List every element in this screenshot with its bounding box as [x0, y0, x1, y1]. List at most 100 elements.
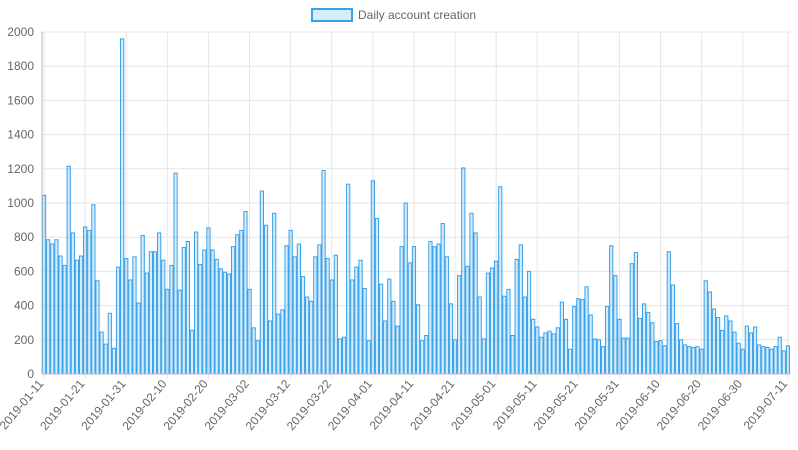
bar[interactable] — [346, 183, 351, 375]
bar[interactable] — [111, 347, 117, 375]
bar[interactable] — [152, 251, 158, 375]
bar[interactable] — [157, 232, 162, 375]
bar[interactable] — [510, 335, 515, 375]
bar[interactable] — [428, 240, 433, 375]
bar[interactable] — [304, 296, 310, 375]
bar[interactable] — [687, 346, 692, 375]
bar[interactable] — [226, 273, 232, 375]
bar[interactable] — [485, 272, 491, 375]
bar[interactable] — [169, 264, 174, 375]
bar[interactable] — [757, 344, 762, 375]
bar[interactable] — [239, 229, 244, 375]
bar[interactable] — [670, 284, 675, 375]
bar[interactable] — [78, 255, 84, 375]
bar[interactable] — [95, 280, 100, 375]
bar[interactable] — [568, 348, 573, 375]
bar[interactable] — [440, 223, 445, 375]
bar[interactable] — [592, 338, 597, 375]
bar[interactable] — [555, 327, 560, 375]
bar[interactable] — [773, 346, 778, 375]
bar[interactable] — [333, 254, 338, 375]
bar[interactable] — [625, 337, 630, 375]
bar[interactable] — [605, 305, 610, 375]
bar[interactable] — [99, 331, 104, 375]
bar[interactable] — [588, 314, 593, 375]
bar[interactable] — [539, 336, 544, 375]
bar[interactable] — [531, 318, 536, 375]
bar[interactable] — [703, 280, 708, 375]
bar[interactable] — [218, 268, 223, 375]
bar[interactable] — [251, 327, 256, 375]
bar[interactable] — [683, 344, 688, 375]
bar[interactable] — [115, 266, 121, 375]
bar[interactable] — [399, 246, 404, 375]
bar[interactable] — [313, 256, 318, 375]
bar[interactable] — [691, 347, 696, 375]
bar[interactable] — [642, 303, 647, 375]
bar[interactable] — [341, 336, 347, 375]
bar[interactable] — [596, 339, 601, 375]
bar[interactable] — [547, 330, 552, 375]
bar[interactable] — [185, 240, 191, 375]
bar[interactable] — [263, 224, 269, 375]
bar[interactable] — [600, 346, 606, 375]
bar[interactable] — [781, 350, 786, 375]
bar[interactable] — [654, 341, 659, 375]
bar[interactable] — [395, 325, 400, 375]
bar[interactable] — [563, 318, 569, 375]
bar[interactable] — [674, 323, 680, 375]
bar[interactable] — [695, 346, 700, 375]
bar[interactable] — [210, 249, 215, 375]
bar[interactable] — [280, 309, 285, 375]
bar[interactable] — [699, 348, 704, 375]
bar[interactable] — [329, 279, 334, 375]
bar[interactable] — [457, 275, 462, 375]
bar[interactable] — [132, 256, 137, 375]
bar[interactable] — [621, 337, 626, 375]
bar[interactable] — [522, 296, 528, 375]
bar[interactable] — [572, 305, 577, 375]
bar[interactable] — [259, 190, 264, 375]
bar[interactable] — [354, 266, 359, 375]
bar[interactable] — [358, 259, 363, 375]
bar[interactable] — [629, 263, 634, 375]
bar[interactable] — [543, 332, 548, 375]
bar[interactable] — [288, 229, 293, 375]
bar[interactable] — [469, 212, 474, 375]
bar[interactable] — [41, 194, 47, 375]
bar[interactable] — [325, 258, 330, 375]
bar[interactable] — [87, 229, 92, 375]
bar[interactable] — [128, 279, 133, 375]
bar[interactable] — [247, 288, 252, 375]
bar[interactable] — [637, 317, 643, 375]
bar[interactable] — [785, 345, 791, 375]
bar[interactable] — [707, 291, 712, 375]
bar[interactable] — [498, 186, 503, 375]
bar[interactable] — [74, 259, 80, 375]
bar[interactable] — [222, 271, 227, 375]
bar[interactable] — [103, 343, 108, 375]
bar[interactable] — [415, 304, 421, 375]
bar[interactable] — [198, 264, 203, 375]
bar[interactable] — [489, 267, 495, 375]
bar[interactable] — [136, 302, 141, 375]
bar[interactable] — [494, 260, 499, 375]
bar[interactable] — [728, 320, 733, 375]
bar[interactable] — [617, 318, 622, 375]
bar[interactable] — [477, 296, 482, 375]
bar[interactable] — [83, 226, 88, 375]
bar[interactable] — [424, 335, 429, 375]
bar[interactable] — [231, 246, 236, 375]
bar[interactable] — [214, 258, 219, 375]
bar[interactable] — [748, 332, 754, 375]
bar[interactable] — [633, 252, 638, 375]
bar[interactable] — [407, 262, 412, 375]
bar[interactable] — [161, 259, 166, 375]
bar[interactable] — [526, 270, 532, 375]
bar[interactable] — [559, 301, 565, 375]
bar[interactable] — [235, 234, 240, 375]
bar[interactable] — [391, 300, 396, 375]
bar[interactable] — [268, 320, 273, 375]
bar[interactable] — [465, 265, 470, 375]
bar[interactable] — [403, 202, 408, 375]
